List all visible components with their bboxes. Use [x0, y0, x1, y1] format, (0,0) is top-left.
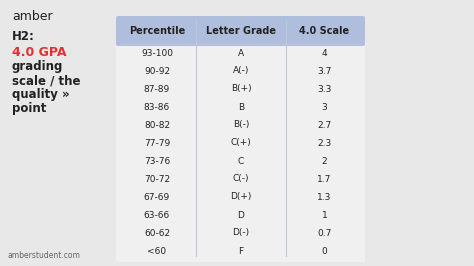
- Text: Percentile: Percentile: [129, 26, 185, 36]
- Text: H2:: H2:: [12, 30, 35, 43]
- Text: 87-89: 87-89: [144, 85, 170, 94]
- Text: amberstudent.com: amberstudent.com: [8, 251, 81, 260]
- Text: C: C: [238, 156, 244, 165]
- Text: 63-66: 63-66: [144, 210, 170, 219]
- Text: 73-76: 73-76: [144, 156, 170, 165]
- Text: C(+): C(+): [231, 139, 251, 148]
- Text: 77-79: 77-79: [144, 139, 170, 148]
- Text: 2: 2: [322, 156, 328, 165]
- Text: <60: <60: [147, 247, 166, 256]
- Text: D(-): D(-): [232, 228, 250, 238]
- Text: A(-): A(-): [233, 66, 249, 76]
- Text: scale / the: scale / the: [12, 74, 81, 87]
- Text: 60-62: 60-62: [144, 228, 170, 238]
- Text: B: B: [238, 102, 244, 111]
- Text: F: F: [238, 247, 244, 256]
- Text: 1: 1: [322, 210, 328, 219]
- Text: 4.0 Scale: 4.0 Scale: [300, 26, 349, 36]
- Text: 3: 3: [322, 102, 328, 111]
- Text: quality »: quality »: [12, 88, 70, 101]
- Text: point: point: [12, 102, 46, 115]
- Text: Letter Grade: Letter Grade: [206, 26, 276, 36]
- FancyBboxPatch shape: [116, 16, 365, 262]
- Text: B(-): B(-): [233, 120, 249, 130]
- Text: amber: amber: [12, 10, 53, 23]
- Text: grading: grading: [12, 60, 64, 73]
- FancyBboxPatch shape: [116, 16, 365, 46]
- Text: 2.3: 2.3: [318, 139, 332, 148]
- Text: 1.7: 1.7: [317, 174, 332, 184]
- Text: 4.0 GPA: 4.0 GPA: [12, 46, 66, 59]
- Text: D(+): D(+): [230, 193, 252, 202]
- Text: 80-82: 80-82: [144, 120, 170, 130]
- Text: 90-92: 90-92: [144, 66, 170, 76]
- Text: 83-86: 83-86: [144, 102, 170, 111]
- Text: 0: 0: [322, 247, 328, 256]
- Text: A: A: [238, 48, 244, 57]
- Text: B(+): B(+): [231, 85, 251, 94]
- Text: 0.7: 0.7: [317, 228, 332, 238]
- Text: 93-100: 93-100: [141, 48, 173, 57]
- Text: 67-69: 67-69: [144, 193, 170, 202]
- Text: 70-72: 70-72: [144, 174, 170, 184]
- Text: 4: 4: [322, 48, 328, 57]
- Text: 3.3: 3.3: [317, 85, 332, 94]
- Text: C(-): C(-): [233, 174, 249, 184]
- Text: 3.7: 3.7: [317, 66, 332, 76]
- Text: 2.7: 2.7: [318, 120, 332, 130]
- Text: D: D: [237, 210, 245, 219]
- Text: 1.3: 1.3: [317, 193, 332, 202]
